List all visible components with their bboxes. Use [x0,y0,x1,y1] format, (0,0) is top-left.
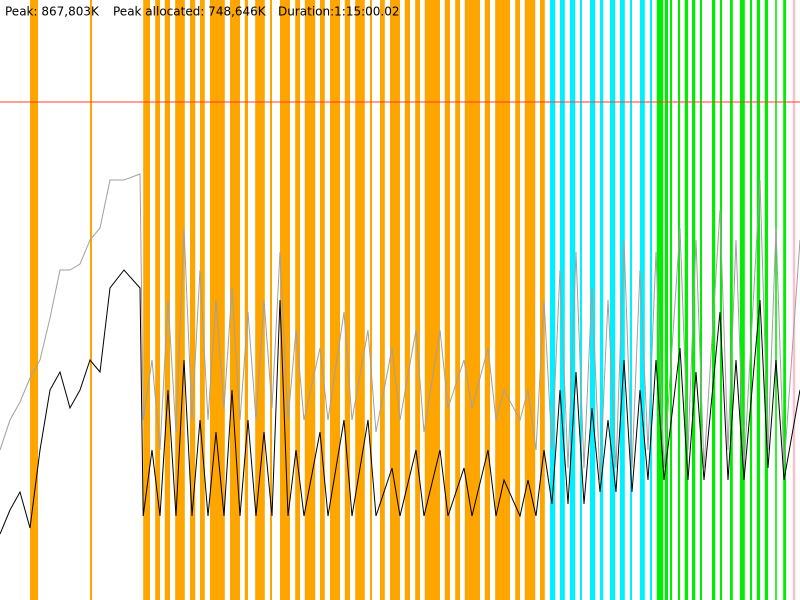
gc-band [775,0,777,600]
gc-band [390,0,400,600]
gc-band [515,0,520,600]
gc-band [720,0,722,600]
gc-band [30,0,38,600]
gc-band [230,0,240,600]
gc-band [495,0,510,600]
gc-band [320,0,325,600]
memory-line [0,173,800,481]
gc-band [620,0,625,600]
gc-band [155,0,160,600]
gc-band [684,0,688,600]
gc-band [200,0,205,600]
gc-band [524,0,536,600]
gc-band [175,0,185,600]
bands [30,0,796,600]
gc-band [764,0,768,600]
gc-band [630,0,632,600]
gc-band [210,0,225,600]
gc-band [540,0,545,600]
gc-band [295,0,300,600]
gc-band [404,0,410,600]
gc-band [255,0,265,600]
gc-band [380,0,385,600]
gc-band [143,0,150,600]
gc-band [610,0,616,600]
gc-band [560,0,565,600]
gc-band [164,0,170,600]
gc-band [424,0,440,600]
gc-band [740,0,745,600]
gc-band [280,0,290,600]
gc-band [650,0,652,600]
gc-band [464,0,480,600]
gc-band [244,0,248,600]
gc-band [670,0,672,600]
gc-band [190,0,196,600]
gc-band [550,0,556,600]
gc-band [304,0,316,600]
gc-band [330,0,340,600]
header-label: Duration:1:15:00.02 [278,5,400,19]
memory-line [0,269,800,535]
gc-band [580,0,582,600]
gc-band [455,0,460,600]
gc-band [270,0,272,600]
header-label: Peak: 867,803K [5,5,100,19]
gc-band [656,0,664,600]
gc-band [756,0,760,600]
gc-band [700,0,702,600]
gc-band [640,0,645,600]
gc-band [444,0,450,600]
gc-band [730,0,733,600]
gc-band [712,0,716,600]
gc-band [570,0,576,600]
gc-band [355,0,365,600]
gc-band [370,0,372,600]
gc-band [750,0,752,600]
gc-band [664,0,668,600]
gc-band [678,0,680,600]
gc-band [783,0,786,600]
gc-band [600,0,604,600]
gc-band [90,0,92,600]
gc-band [415,0,420,600]
header: Peak: 867,803K Peak allocated: 748,646K Du… [5,5,400,19]
gc-band [484,0,490,600]
header-label: Peak allocated: 748,646K [113,5,267,19]
lines [0,101,800,535]
gc-band [792,0,796,600]
gc-band [344,0,350,600]
